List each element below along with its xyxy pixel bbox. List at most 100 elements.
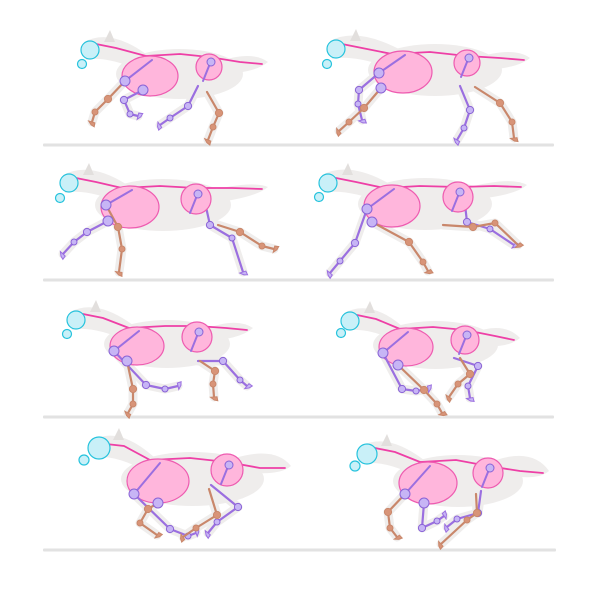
far-fore-leg-joint-dot-3-2 (70, 238, 78, 246)
near-hind-leg-joint-dot-8-2 (463, 516, 471, 524)
head-circle-4 (318, 173, 338, 193)
near-fore-leg-bone-1 (90, 79, 127, 124)
far-hind-leg-joint-dot-4-1 (462, 217, 472, 227)
pelvis-joint-dot-5 (194, 327, 204, 337)
far-fore-leg-joint-dot-1-2 (126, 110, 134, 118)
silhouette-ear-2 (350, 29, 361, 41)
frame-7 (78, 428, 291, 544)
shoulder-joint-dot-6 (377, 347, 389, 359)
near-hind-leg-joint-dot-1-2 (209, 123, 217, 131)
far-fore-leg-joint-dot-1-1 (119, 95, 129, 105)
far-fore-leg-hoof-wedge-2 (357, 118, 368, 124)
neck-line-3 (75, 177, 123, 189)
frame-4 (313, 163, 527, 280)
near-fore-leg-hoof-wedge-2 (336, 127, 342, 138)
elbow-joint-dot-5 (121, 355, 133, 367)
silhouette-ear-6 (364, 301, 375, 313)
far-hind-leg-joint-dot-4-2 (486, 225, 494, 233)
near-hind-leg-bone-4 (441, 221, 520, 247)
ground-line-3 (43, 415, 554, 419)
near-hind-leg-hoof-wedge-5 (209, 396, 219, 402)
muzzle-circle-8 (349, 460, 361, 472)
head-circle-1 (80, 40, 100, 60)
muzzle-circle-4 (313, 191, 325, 203)
silhouette-leg-3-3 (58, 216, 113, 259)
neck-line-6 (356, 314, 401, 330)
near-fore-leg-joint-dot-8-1 (383, 507, 393, 517)
near-fore-leg-hoof-wedge-8 (392, 534, 404, 540)
near-fore-leg-bone-5 (125, 359, 135, 415)
muzzle-circle-5 (61, 328, 73, 340)
far-hind-leg-joint-dot-3-2 (228, 234, 236, 242)
frame-1 (76, 30, 268, 146)
near-fore-leg-joint-dot-1-1 (103, 94, 113, 104)
neck-line-8 (374, 447, 421, 463)
far-hind-leg-hoof-wedge-1 (157, 120, 163, 132)
silhouette-ear-4 (342, 163, 353, 175)
torso-ellipse-6 (378, 327, 434, 367)
far-hind-leg-hoof-wedge-8 (444, 522, 450, 534)
silhouette-ear-5 (90, 300, 101, 312)
pelvis-joint-dot-4 (455, 187, 465, 197)
near-fore-leg-bone-8 (386, 492, 407, 539)
silhouette-ear-8 (381, 434, 392, 446)
near-hind-leg-joint-dot-7-2 (192, 524, 200, 532)
head-circle-3 (59, 173, 79, 193)
near-hind-leg-bone-8 (439, 492, 479, 546)
near-fore-leg-bone-7 (138, 501, 160, 537)
muzzle-circle-6 (335, 327, 347, 339)
far-hind-leg-joint-dot-7-2 (213, 518, 221, 526)
torso-ellipse-5 (109, 326, 165, 366)
silhouette-leg-2-2 (470, 82, 519, 143)
near-fore-leg-bone-4 (370, 220, 430, 273)
near-fore-leg-joint-dot-2-2 (345, 118, 353, 126)
far-fore-leg-joint-dot-2-1 (354, 85, 364, 95)
pelvis-joint-dot-3 (193, 189, 203, 199)
far-fore-leg-joint-dot-7-1 (165, 524, 175, 534)
near-fore-leg-bone-2 (337, 86, 383, 133)
far-hind-leg-joint-dot-5-1 (218, 356, 228, 366)
far-fore-leg-joint-dot-4-2 (336, 257, 344, 265)
near-hind-leg-bone-6 (447, 356, 472, 399)
scapula-bone-4 (366, 188, 395, 210)
silhouette-ear-3 (83, 163, 94, 175)
near-fore-leg-joint-dot-1-2 (91, 108, 99, 116)
near-fore-leg-joint-dot-7-1 (143, 504, 153, 514)
muzzle-circle-3 (54, 192, 66, 204)
far-fore-leg-joint-dot-4-1 (350, 238, 360, 248)
neck-line-5 (82, 313, 130, 329)
pelvis-joint-dot-8 (485, 463, 495, 473)
far-fore-leg-joint-dot-3-1 (82, 227, 92, 237)
silhouette-leg-4-3 (325, 204, 372, 278)
silhouette-tail-6 (471, 328, 520, 347)
ground-line-2 (43, 278, 554, 282)
near-hind-leg-hoof-wedge-4 (514, 242, 525, 249)
far-hind-leg-joint-dot-6-2 (464, 382, 472, 390)
far-hind-leg-joint-dot-1-2 (166, 114, 174, 122)
head-circle-6 (340, 311, 360, 331)
ground-line-4 (43, 548, 556, 552)
shoulder-joint-dot-1 (119, 75, 131, 87)
near-hind-leg-joint-dot-7-1 (212, 510, 222, 520)
scapula-bone-1 (124, 59, 153, 82)
silhouette-ear-1 (104, 30, 115, 42)
far-fore-leg-joint-dot-2-2 (354, 100, 362, 108)
near-hind-leg-joint-dot-8-1 (472, 508, 482, 518)
near-fore-leg-hoof-wedge-5 (124, 410, 132, 420)
frame-8 (349, 434, 549, 551)
far-hind-leg-joint-dot-8-2 (453, 515, 461, 523)
near-hind-leg-hoof-wedge-2 (509, 137, 519, 143)
far-hind-leg-joint-dot-7-1 (233, 502, 243, 512)
near-hind-leg-joint-dot-2-1 (495, 98, 505, 108)
near-fore-leg-joint-dot-5-1 (128, 384, 138, 394)
far-fore-leg-joint-dot-6-2 (412, 387, 420, 395)
near-hind-leg-joint-dot-5-2 (209, 380, 217, 388)
scapula-bone-7 (133, 462, 161, 495)
near-hind-leg-joint-dot-3-2 (258, 242, 266, 250)
elbow-joint-dot-2 (375, 82, 387, 94)
near-hind-leg-joint-dot-5-1 (210, 366, 220, 376)
near-hind-leg-joint-dot-3-1 (235, 227, 245, 237)
near-fore-leg-hoof-wedge-7 (153, 531, 164, 539)
far-hind-leg-joint-dot-2-2 (460, 124, 468, 132)
